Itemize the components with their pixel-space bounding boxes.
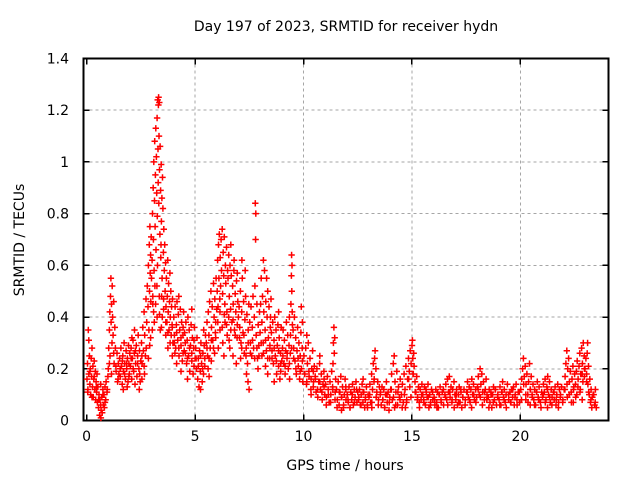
y-tick-labels: 0 0.2 0.4 0.6 0.8 1 1.2 1.4 [47, 52, 69, 430]
x-axis-label: GPS time / hours [286, 458, 403, 474]
y-tick-label: 1.2 [47, 103, 69, 119]
y-tick-label: 0 [60, 414, 69, 430]
plot-border [82, 57, 610, 422]
x-tick-labels: 0 5 10 15 20 [82, 429, 529, 445]
y-tick-label: 1.4 [47, 52, 69, 68]
data-points [83, 94, 600, 422]
y-tick-label: 1 [60, 155, 69, 171]
y-tick-label: 0.2 [47, 362, 69, 378]
y-tick-label: 0.8 [47, 207, 69, 223]
x-tick-label: 5 [191, 429, 200, 445]
x-tick-label: 10 [295, 429, 313, 445]
y-axis-label: SRMTID / TECUs [12, 184, 28, 297]
y-tick-label: 0.4 [47, 310, 69, 326]
x-tick-label: 20 [511, 429, 529, 445]
y-tick-label: 0.6 [47, 258, 69, 274]
chart-title: Day 197 of 2023, SRMTID for receiver hyd… [194, 19, 498, 35]
x-tick-label: 15 [403, 429, 421, 445]
x-tick-label: 0 [82, 429, 91, 445]
